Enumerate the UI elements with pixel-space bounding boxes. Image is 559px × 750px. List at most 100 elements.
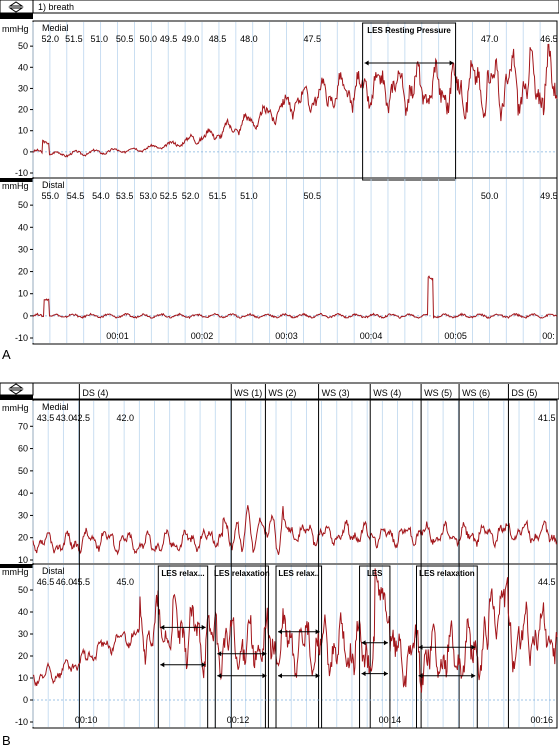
position-label: 48.5 [209, 34, 227, 44]
les-region-box [362, 22, 457, 181]
position-label: 45.5 [72, 577, 90, 587]
position-label: 43.5 [37, 413, 55, 423]
pressure-trace [32, 568, 558, 693]
les-region-box [359, 565, 391, 729]
arrow-head-left [278, 673, 283, 679]
x-tick-label: 00: [542, 331, 555, 341]
position-label: 52.0 [41, 34, 59, 44]
y-axis-unit: mmHg [2, 567, 29, 577]
arrow-head-left [278, 629, 283, 635]
y-axis-unit: mmHg [2, 403, 29, 413]
position-label: 55.0 [41, 191, 59, 201]
les-region-label: LES Resting Pressure [367, 26, 451, 35]
les-region: LES [359, 565, 391, 729]
y-tick-label: 20 [18, 533, 28, 543]
arrow-head-right [315, 673, 320, 679]
y-tick-label: 40 [18, 62, 28, 72]
position-label: 51.0 [240, 191, 258, 201]
x-tick-label: 00:12 [227, 715, 250, 725]
plot-frame [32, 177, 558, 345]
les-region: LES relax... [157, 565, 209, 729]
arrow-head-right [201, 662, 206, 668]
les-region-label: LES relaxation [214, 569, 270, 578]
arrow-head-left [217, 651, 222, 657]
position-label: 46.5 [37, 577, 55, 587]
position-label: 42.5 [72, 413, 90, 423]
pressure-trace [32, 505, 558, 556]
y-tick-label: 0 [23, 311, 28, 321]
position-label: 43.0 [56, 413, 74, 423]
position-label: 49.5 [540, 191, 558, 201]
arrow-head-right [201, 624, 206, 630]
arrow-head-left [361, 640, 366, 646]
position-label: 49.0 [182, 34, 200, 44]
les-region-label: LES [367, 569, 383, 578]
position-label: 50.5 [303, 191, 321, 201]
arrow-head-right [315, 629, 320, 635]
position-label: 47.0 [481, 34, 499, 44]
position-label: 50.0 [139, 34, 157, 44]
plot-frame [32, 563, 558, 729]
arrow-head-right [383, 671, 388, 677]
y-tick-label: 20 [18, 267, 28, 277]
position-label: 49.5 [160, 34, 178, 44]
position-label: 51.5 [65, 34, 83, 44]
position-label: 48.0 [240, 34, 258, 44]
swallow-label: WS (2) [268, 388, 296, 398]
y-tick-label: 30 [18, 629, 28, 639]
y-tick-label: 50 [18, 200, 28, 210]
les-region-label: LES relax... [161, 569, 204, 578]
y-tick-label: 50 [18, 585, 28, 595]
position-label: 50.0 [481, 191, 499, 201]
arrow-head-right [471, 644, 476, 650]
arrow-head-left [364, 60, 369, 66]
panel-a-label: A [2, 347, 11, 362]
y-tick-label: 40 [18, 222, 28, 232]
les-region: LES relaxation [416, 565, 478, 729]
swallow-label: WS (1) [234, 388, 262, 398]
x-tick-label: 00:03 [275, 331, 298, 341]
position-label: 44.5 [538, 577, 556, 587]
x-tick-label: 00:16 [531, 715, 554, 725]
les-region-label: LES relaxation [419, 569, 475, 578]
position-label: 46.5 [540, 34, 558, 44]
channel-label: Distal [42, 566, 65, 576]
swallow-label: DS (4) [82, 388, 108, 398]
position-label: 52.5 [160, 191, 178, 201]
channel-label: Distal [42, 180, 65, 190]
arrow-head-right [262, 651, 267, 657]
swallow-label: WS (4) [373, 388, 401, 398]
panel-b-label: B [2, 733, 11, 748]
x-tick-label: 00:02 [191, 331, 214, 341]
arrow-head-left [217, 673, 222, 679]
les-region: LES Resting Pressure [362, 22, 457, 181]
channel-bar [0, 13, 33, 19]
channel-label: Medial [42, 402, 69, 412]
y-tick-label: 0 [23, 147, 28, 157]
les-region: LES relaxation [214, 565, 270, 729]
position-label: 53.5 [116, 191, 134, 201]
les-region-label: LES relax.. [278, 569, 319, 578]
plot-frame [32, 20, 558, 179]
les-region-box [275, 565, 323, 729]
les-region-box [214, 565, 269, 729]
swallow-label: WS (3) [322, 388, 350, 398]
arrow-head-right [449, 60, 454, 66]
arrow-head-right [383, 640, 388, 646]
position-label: 42.0 [117, 413, 135, 423]
y-tick-label: -10 [15, 333, 28, 343]
arrow-head-left [361, 671, 366, 677]
y-tick-label: -10 [15, 717, 28, 727]
y-tick-label: 20 [18, 651, 28, 661]
y-tick-label: 40 [18, 607, 28, 617]
position-label: 46.0 [56, 577, 74, 587]
toolbar-title: 1) breath [38, 2, 74, 12]
y-tick-label: 0 [23, 695, 28, 705]
position-label: 41.5 [538, 413, 556, 423]
position-label: 51.0 [90, 34, 108, 44]
arrow-head-left [418, 644, 423, 650]
